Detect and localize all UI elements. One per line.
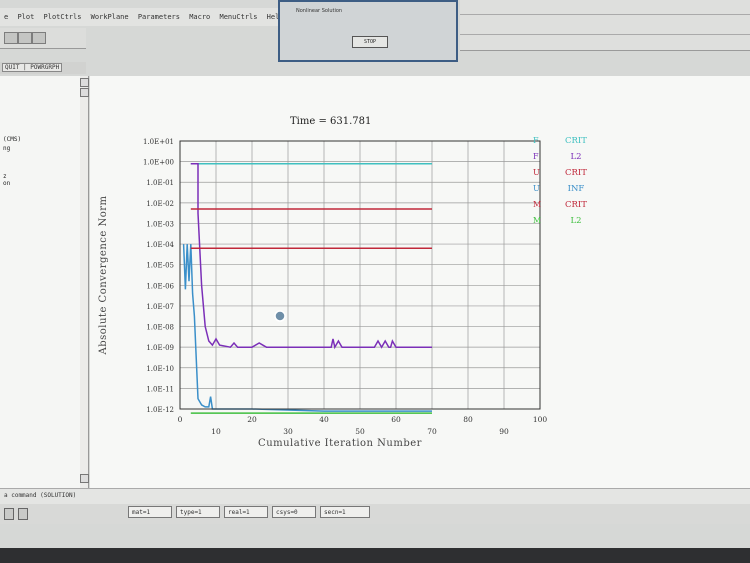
panel-text-on: on — [3, 180, 11, 187]
menu-item-macro[interactable]: Macro — [189, 13, 211, 21]
toolbar — [0, 28, 86, 49]
series-line — [182, 244, 432, 412]
open-file-icon[interactable] — [18, 32, 32, 44]
legend-label: L2 — [570, 216, 581, 226]
y-axis-label: Absolute Convergence Norm — [98, 195, 109, 355]
menu-item-plotctrls[interactable]: PlotCtrls — [43, 13, 82, 21]
status-type: type=1 — [176, 506, 220, 518]
status-mat: mat=1 — [128, 506, 172, 518]
monitor-bezel — [0, 548, 750, 563]
panel-text-cms: (CMS) — [3, 136, 22, 143]
stop-button[interactable]: STOP — [352, 36, 388, 48]
panel-scrollbar[interactable] — [80, 76, 89, 488]
x-tick-label: 0 — [178, 415, 183, 424]
chart-grid — [180, 141, 540, 410]
x-tick-label: 70 — [427, 427, 437, 436]
command-strip: a command (SOLUTION) — [0, 488, 750, 505]
legend-letter: M — [533, 200, 541, 209]
top-right-region — [460, 0, 750, 51]
series-line — [190, 162, 432, 350]
y-tick-label: 1.0E-10 — [146, 365, 174, 373]
dialog-title: Nonlinear Solution — [296, 8, 343, 14]
y-tick-label: 1.0E-11 — [146, 385, 174, 393]
y-tick-label: 1.0E+00 — [143, 159, 174, 167]
menu-bar: e Plot PlotCtrls WorkPlane Parameters Ma… — [0, 8, 294, 26]
quit-powrgrph-tab[interactable]: QUIT | POWRGRPH — [2, 63, 63, 72]
menu-item-e[interactable]: e — [4, 13, 9, 21]
legend-label: CRIT — [565, 136, 587, 146]
mouse-cursor — [274, 310, 286, 322]
status-icon-1[interactable] — [4, 508, 14, 520]
desktop-screen: e Plot PlotCtrls WorkPlane Parameters Ma… — [0, 0, 750, 548]
x-tick-label: 60 — [391, 415, 401, 424]
legend-label: L2 — [570, 152, 581, 162]
y-tick-label: 1.0E-04 — [146, 241, 174, 249]
chart-title: Time = 631.781 — [290, 116, 371, 127]
scroll-up-button[interactable] — [80, 78, 89, 87]
x-tick-label: 100 — [533, 415, 548, 424]
scroll-down-button[interactable] — [80, 88, 89, 97]
chart-legend: F CRIT F L2 U CRIT U INF M CRIT M L2 — [533, 136, 587, 226]
scroll-end-button[interactable] — [80, 474, 89, 483]
y-tick-label: 1.0E-07 — [146, 303, 174, 311]
y-tick-label: 1.0E-08 — [146, 324, 174, 332]
menu-item-plot[interactable]: Plot — [17, 13, 35, 21]
legend-letter: U — [533, 168, 540, 177]
legend-label: INF — [568, 184, 585, 194]
save-icon[interactable] — [32, 32, 46, 44]
y-tick-label: 1.0E-03 — [146, 220, 174, 228]
y-tick-label: 1.0E-02 — [146, 200, 174, 208]
x-tick-label: 30 — [283, 427, 293, 436]
legend-label: CRIT — [565, 168, 587, 178]
menu-item-help[interactable]: Help — [266, 13, 284, 21]
y-tick-label: 1.0E-05 — [146, 262, 174, 270]
legend-label: CRIT — [565, 200, 587, 210]
plot-frame — [179, 140, 541, 410]
x-axis-label: Cumulative Iteration Number — [258, 438, 422, 449]
x-tick-label: 10 — [211, 427, 221, 436]
nonlinear-solution-dialog: Nonlinear Solution STOP — [278, 0, 458, 62]
status-icon-2[interactable] — [18, 508, 28, 520]
legend-letter: U — [533, 184, 540, 193]
main-menu-panel: (CMS) ng z on — [0, 76, 82, 488]
toolbar-tabs: QUIT | POWRGRPH — [0, 62, 86, 74]
command-prompt[interactable]: a command (SOLUTION) — [4, 492, 77, 499]
legend-letter: M — [533, 216, 541, 225]
menu-item-workplane[interactable]: WorkPlane — [90, 13, 129, 21]
convergence-chart: 1.0E+01 1.0E+00 1.0E-01 1.0E-02 1.0E-03 1.0E-… — [98, 116, 587, 449]
menu-item-menuctrls[interactable]: MenuCtrls — [219, 13, 258, 21]
x-tick-label: 80 — [463, 415, 473, 424]
legend-letter: F — [533, 136, 539, 145]
new-file-icon[interactable] — [4, 32, 18, 44]
y-tick-label: 1.0E-12 — [146, 406, 174, 414]
x-tick-label: 40 — [319, 415, 329, 424]
x-tick-label: 20 — [247, 415, 257, 424]
panel-text-ng: ng — [3, 145, 11, 152]
legend-letter: F — [533, 152, 539, 161]
y-tick-label: 1.0E+01 — [143, 138, 174, 146]
y-tick-label: 1.0E-06 — [146, 282, 174, 290]
status-bar: mat=1 type=1 real=1 csys=0 secn=1 — [0, 504, 750, 524]
status-secn: secn=1 — [320, 506, 370, 518]
y-tick-label: 1.0E-01 — [146, 179, 174, 187]
y-tick-label: 1.0E-09 — [146, 344, 174, 352]
status-csys: csys=0 — [272, 506, 316, 518]
menu-item-parameters[interactable]: Parameters — [137, 13, 180, 21]
status-real: real=1 — [224, 506, 268, 518]
panel-text-z: z — [3, 173, 7, 180]
graphics-window: 1.0E+01 1.0E+00 1.0E-01 1.0E-02 1.0E-03 1.0E-… — [90, 76, 750, 488]
x-tick-label: 90 — [499, 427, 509, 436]
x-tick-label: 50 — [355, 427, 365, 436]
